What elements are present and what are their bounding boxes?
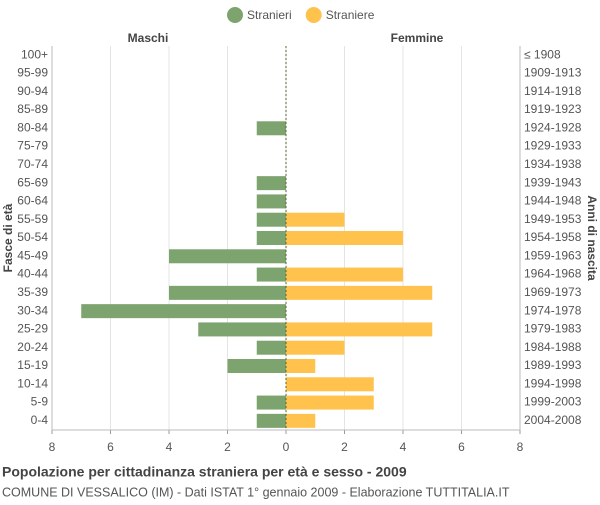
x-tick-label: 6	[458, 440, 465, 454]
y-tick-label: 80-84	[17, 120, 48, 134]
x-tick-label: 0	[283, 440, 290, 454]
x-tick-label: 8	[49, 440, 56, 454]
y-tick-label: 30-34	[17, 303, 48, 317]
bar	[256, 121, 286, 136]
x-tick-label: 4	[166, 440, 173, 454]
x-tick-label: 8	[517, 440, 524, 454]
legend-label: Stranieri	[247, 8, 292, 22]
y2-tick-label: 2004-2008	[524, 413, 582, 427]
bar	[256, 194, 286, 209]
bar	[227, 359, 286, 373]
y-tick-label: 60-64	[17, 194, 48, 208]
y-tick-label: 20-24	[17, 340, 48, 354]
bar	[286, 359, 316, 373]
y2-tick-label: 1954-1958	[524, 230, 582, 244]
chart-title: Popolazione per cittadinanza straniera p…	[2, 464, 407, 480]
y-tick-label: 35-39	[17, 285, 48, 299]
y2-tick-label: 1999-2003	[524, 395, 582, 409]
y2-tick-label: 1959-1963	[524, 248, 582, 262]
bar	[169, 285, 286, 300]
y-tick-label: 5-9	[31, 395, 49, 409]
y-tick-label: 50-54	[17, 230, 48, 244]
bar	[286, 212, 345, 227]
y-tick-label: 25-29	[17, 322, 48, 336]
legend-swatch	[227, 7, 243, 23]
bar	[286, 231, 403, 245]
bar	[198, 322, 286, 337]
bar	[256, 212, 286, 227]
bar	[286, 322, 433, 337]
bar	[256, 413, 286, 428]
bar	[256, 176, 286, 191]
right-label: Femmine	[391, 31, 444, 45]
bar	[286, 267, 403, 282]
y2-tick-label: 1964-1968	[524, 267, 582, 281]
x-tick-label: 2	[224, 440, 231, 454]
y2-tick-label: 1949-1953	[524, 212, 582, 226]
y-tick-label: 0-4	[31, 413, 49, 427]
bar	[286, 377, 374, 392]
y2-tick-label: 1994-1998	[524, 376, 582, 390]
bar	[256, 340, 286, 355]
bar	[286, 285, 433, 300]
bar	[256, 267, 286, 282]
y2-tick-label: 1974-1978	[524, 303, 582, 317]
y-tick-label: 90-94	[17, 84, 48, 98]
bar	[286, 395, 374, 410]
chart-subtitle: COMUNE DI VESSALICO (IM) - Dati ISTAT 1°…	[2, 485, 510, 499]
y2-tick-label: 1909-1913	[524, 66, 582, 80]
bar	[256, 395, 286, 410]
y2-tick-label: 1939-1943	[524, 175, 582, 189]
y2-tick-label: 1984-1988	[524, 340, 582, 354]
y-tick-label: 95-99	[17, 66, 48, 80]
left-label: Maschi	[128, 31, 169, 45]
y2-tick-label: 1934-1938	[524, 157, 582, 171]
bar	[286, 413, 316, 428]
y-tick-label: 100+	[21, 47, 48, 61]
y-tick-label: 85-89	[17, 102, 48, 116]
legend-swatch	[305, 7, 322, 23]
y-tick-label: 75-79	[17, 139, 48, 153]
y2-tick-label: 1919-1923	[524, 102, 582, 116]
y-tick-label: 10-14	[17, 376, 48, 390]
y-tick-label: 45-49	[17, 248, 48, 262]
bar	[256, 231, 286, 245]
bar	[169, 249, 286, 264]
y2-tick-label: 1929-1933	[524, 139, 582, 153]
y2-axis-label: Anni di nascita	[585, 195, 599, 281]
y2-tick-label: 1969-1973	[524, 285, 582, 299]
bar	[81, 304, 286, 319]
y2-tick-label: 1989-1993	[524, 358, 582, 372]
x-tick-label: 2	[341, 440, 348, 454]
y-tick-label: 70-74	[17, 157, 48, 171]
y2-tick-label: 1914-1918	[524, 84, 582, 98]
y2-tick-label: ≤ 1908	[524, 47, 561, 61]
y-tick-label: 55-59	[17, 212, 48, 226]
bar	[286, 340, 345, 355]
y2-tick-label: 1979-1983	[524, 322, 582, 336]
y-tick-label: 15-19	[17, 358, 48, 372]
y-tick-label: 65-69	[17, 175, 48, 189]
legend-label: Straniere	[326, 8, 375, 22]
y2-tick-label: 1944-1948	[524, 194, 582, 208]
y-axis-label: Fasce di età	[1, 203, 15, 272]
x-tick-label: 6	[107, 440, 114, 454]
y-tick-label: 40-44	[17, 267, 48, 281]
x-tick-label: 4	[400, 440, 407, 454]
y2-tick-label: 1924-1928	[524, 120, 582, 134]
